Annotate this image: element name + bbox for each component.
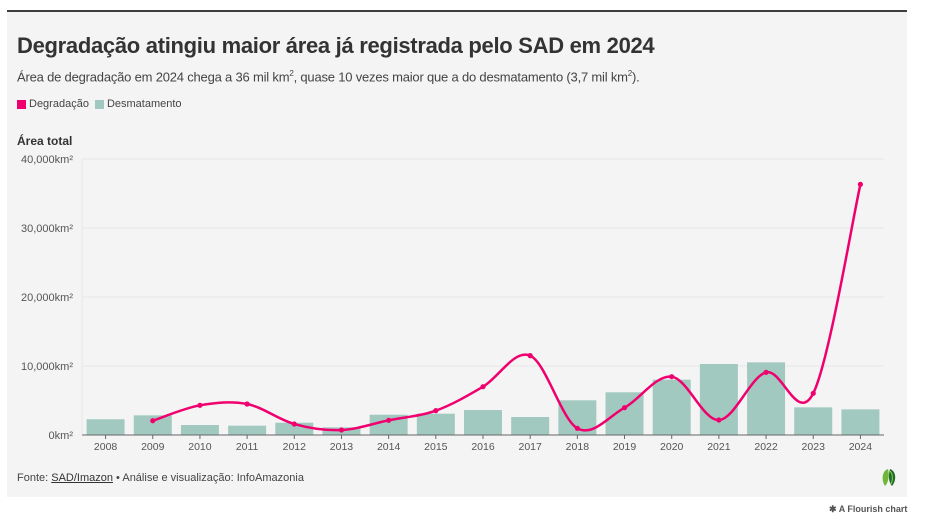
point-degradacao-2024	[857, 181, 864, 187]
bar-desmatamento-2020	[652, 379, 691, 435]
top-rule	[7, 10, 907, 12]
legend: Degradação Desmatamento	[17, 98, 188, 110]
legend-item-desmatamento[interactable]: Desmatamento	[94, 98, 182, 110]
footer: Fonte: SAD/Imazon • Análise e visualizaç…	[17, 472, 304, 484]
source-link[interactable]: SAD/Imazon	[51, 472, 113, 484]
point-degradacao-2011	[244, 401, 250, 407]
bar-desmatamento-2010	[180, 424, 219, 435]
point-degradacao-2014	[386, 417, 392, 423]
y-tick-label: 0km²	[49, 430, 74, 442]
point-degradacao-2023	[810, 390, 816, 396]
flourish-icon: ✱	[829, 504, 837, 514]
point-degradacao-2021	[716, 417, 722, 423]
y-tick-label: 10,000km²	[21, 361, 73, 373]
bar-desmatamento-2015	[416, 413, 455, 435]
y-tick-label: 30,000km²	[21, 223, 73, 235]
point-degradacao-2010	[197, 402, 203, 408]
legend-swatch-degradacao	[17, 99, 26, 109]
bar-desmatamento-2024	[841, 409, 880, 435]
chart-subtitle: Área de degradação em 2024 chega a 36 mi…	[17, 69, 640, 85]
bar-desmatamento-2021	[699, 363, 738, 435]
y-tick-label: 20,000km²	[21, 292, 73, 304]
point-degradacao-2012	[291, 421, 297, 427]
legend-swatch-desmatamento	[94, 99, 104, 109]
x-tick-label: 2023	[802, 441, 826, 453]
bar-desmatamento-2023	[794, 407, 833, 435]
point-degradacao-2013	[338, 427, 345, 433]
flourish-credit[interactable]: ✱ A Flourish chart	[829, 504, 908, 514]
bar-desmatamento-2009	[133, 415, 172, 435]
point-degradacao-2022	[763, 369, 769, 375]
point-degradacao-2016	[480, 384, 486, 390]
x-tick-label: 2021	[707, 441, 731, 453]
x-tick-label: 2008	[94, 441, 118, 453]
legend-item-degradacao[interactable]: Degradação	[17, 98, 89, 110]
legend-label: Desmatamento	[106, 98, 182, 110]
x-tick-label: 2017	[518, 441, 542, 453]
x-tick-label: 2014	[377, 441, 401, 453]
x-tick-label: 2020	[660, 441, 684, 453]
x-tick-label: 2018	[566, 441, 590, 453]
x-tick-label: 2024	[849, 441, 873, 453]
x-tick-label: 2010	[188, 441, 212, 453]
bar-desmatamento-2008	[86, 419, 125, 435]
bar-desmatamento-2011	[228, 425, 267, 435]
point-degradacao-2019	[621, 405, 628, 411]
point-degradacao-2017	[527, 353, 533, 359]
legend-label: Degradação	[29, 98, 89, 110]
point-degradacao-2020	[669, 374, 675, 380]
x-tick-label: 2022	[754, 441, 778, 453]
y-axis-title: Área total	[17, 134, 73, 148]
line-degradacao	[152, 184, 862, 432]
chart-title: Degradação atingiu maior área já registr…	[17, 33, 655, 58]
x-tick-label: 2016	[471, 441, 495, 453]
x-tick-label: 2009	[141, 441, 165, 453]
x-tick-label: 2019	[613, 441, 637, 453]
bar-desmatamento-2016	[464, 410, 502, 435]
point-degradacao-2015	[433, 408, 439, 414]
x-tick-label: 2015	[424, 441, 448, 453]
y-tick-label: 40,000km²	[21, 154, 73, 166]
bar-desmatamento-2017	[511, 416, 550, 435]
infoamazonia-logo-icon	[882, 469, 896, 486]
point-degradacao-2009	[150, 418, 156, 424]
x-tick-label: 2011	[236, 441, 259, 453]
x-tick-label: 2013	[330, 441, 354, 453]
x-tick-label: 2012	[283, 441, 307, 453]
point-degradacao-2018	[574, 425, 580, 431]
